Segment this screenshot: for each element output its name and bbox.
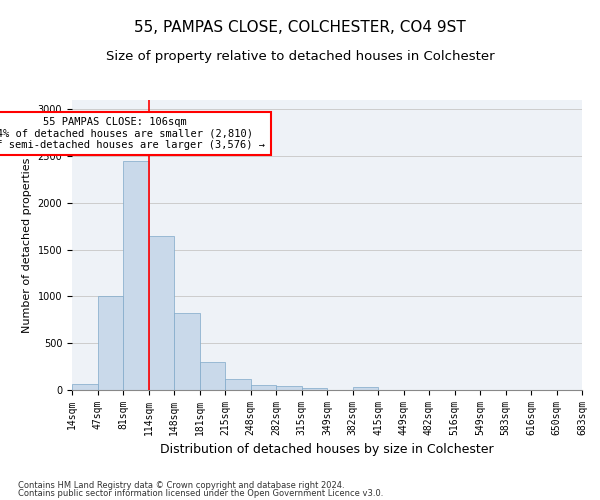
- Bar: [225, 379, 251, 390]
- Text: 55 PAMPAS CLOSE: 106sqm
← 44% of detached houses are smaller (2,810)
55% of semi: 55 PAMPAS CLOSE: 106sqm ← 44% of detache…: [0, 117, 265, 150]
- Text: 55, PAMPAS CLOSE, COLCHESTER, CO4 9ST: 55, PAMPAS CLOSE, COLCHESTER, CO4 9ST: [134, 20, 466, 35]
- Bar: [174, 314, 199, 390]
- Bar: [149, 236, 174, 390]
- Bar: [97, 296, 123, 390]
- Text: Size of property relative to detached houses in Colchester: Size of property relative to detached ho…: [106, 50, 494, 63]
- Bar: [276, 386, 302, 390]
- Bar: [199, 362, 225, 390]
- X-axis label: Distribution of detached houses by size in Colchester: Distribution of detached houses by size …: [160, 444, 494, 456]
- Bar: [251, 386, 276, 390]
- Text: Contains HM Land Registry data © Crown copyright and database right 2024.: Contains HM Land Registry data © Crown c…: [18, 480, 344, 490]
- Bar: [353, 387, 378, 390]
- Y-axis label: Number of detached properties: Number of detached properties: [22, 158, 32, 332]
- Text: Contains public sector information licensed under the Open Government Licence v3: Contains public sector information licen…: [18, 489, 383, 498]
- Bar: [123, 161, 149, 390]
- Bar: [302, 388, 327, 390]
- Bar: [72, 384, 97, 390]
